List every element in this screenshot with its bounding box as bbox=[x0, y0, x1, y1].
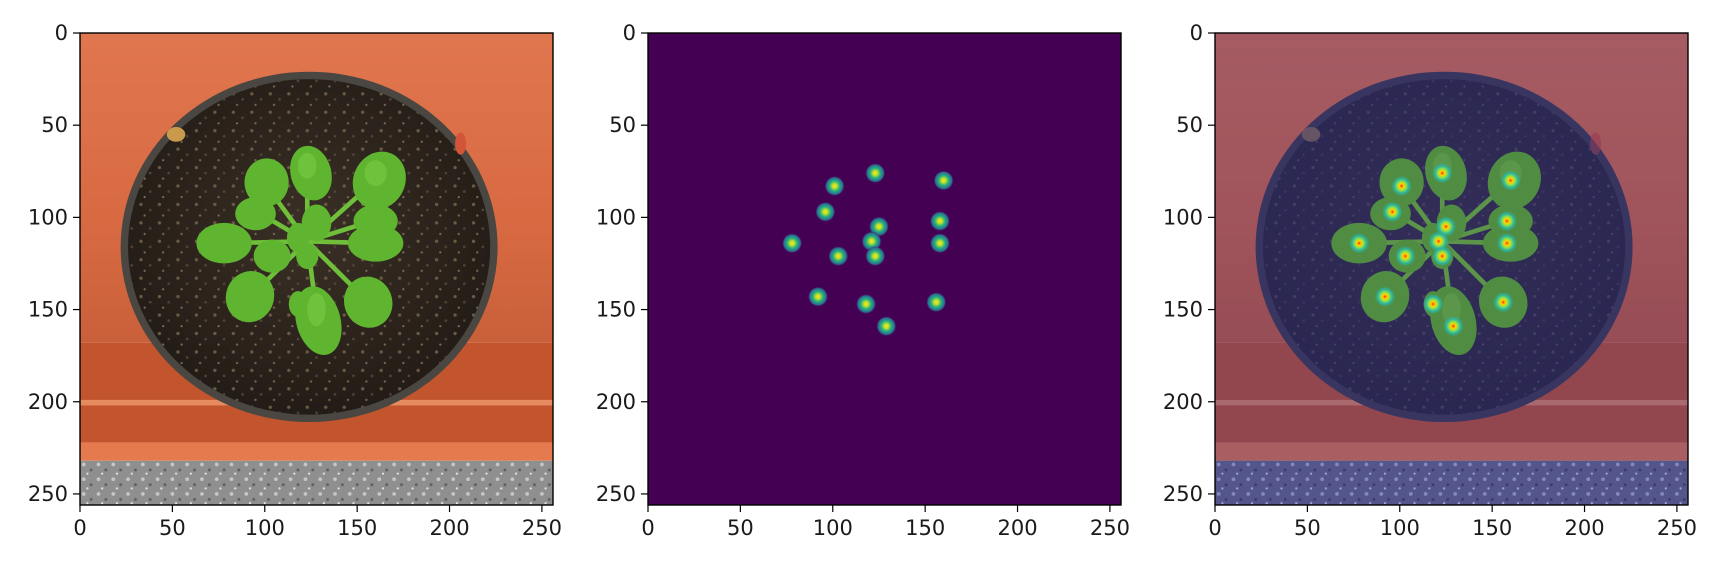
y-tick-label: 200 bbox=[28, 390, 68, 414]
y-tick-label: 0 bbox=[1190, 21, 1203, 45]
x-tick-label: 150 bbox=[905, 516, 945, 540]
y-tick-label: 250 bbox=[1163, 482, 1203, 506]
y-tick-label: 100 bbox=[28, 205, 68, 229]
overlay-point bbox=[1374, 286, 1396, 307]
heatmap-point bbox=[824, 175, 845, 197]
overlay-point bbox=[1432, 162, 1453, 184]
y-tick-label: 200 bbox=[1163, 390, 1203, 414]
rgb-photo-image bbox=[80, 33, 553, 505]
x-tick-label: 100 bbox=[245, 516, 285, 540]
heatmap-point bbox=[855, 293, 877, 315]
y-tick-label: 50 bbox=[1176, 113, 1203, 137]
heatmap-frame bbox=[647, 32, 1122, 506]
heatmap-point bbox=[781, 233, 803, 254]
heatmap-image bbox=[781, 162, 954, 337]
y-tick-label: 150 bbox=[596, 298, 636, 322]
x-tick-label: 200 bbox=[997, 516, 1037, 540]
x-tick-label: 0 bbox=[1208, 516, 1221, 540]
rgb-photo-frame bbox=[79, 32, 554, 506]
y-tick-label: 100 bbox=[1163, 205, 1203, 229]
heatmap-point bbox=[929, 210, 951, 232]
overlay-point bbox=[1395, 245, 1416, 267]
x-tick-label: 250 bbox=[1657, 516, 1697, 540]
overlay-point bbox=[1422, 293, 1444, 315]
overlay-point bbox=[1500, 170, 1521, 191]
x-tick-label: 100 bbox=[1380, 516, 1420, 540]
x-tick-label: 0 bbox=[641, 516, 654, 540]
x-tick-label: 50 bbox=[1294, 516, 1321, 540]
overlay-point bbox=[1493, 292, 1514, 313]
y-tick-label: 0 bbox=[623, 21, 636, 45]
heatmap-point bbox=[926, 292, 947, 313]
heatmap-point bbox=[828, 245, 849, 267]
heatmap-background bbox=[648, 33, 1121, 505]
x-tick-label: 200 bbox=[429, 516, 469, 540]
y-tick-label: 50 bbox=[41, 113, 68, 137]
x-tick-label: 150 bbox=[337, 516, 377, 540]
heatmap-point bbox=[865, 162, 886, 184]
y-tick-label: 200 bbox=[596, 390, 636, 414]
y-tick-label: 0 bbox=[55, 21, 68, 45]
x-tick-label: 200 bbox=[1564, 516, 1604, 540]
heatmap-point bbox=[933, 170, 954, 191]
overlay-frame bbox=[1214, 32, 1689, 506]
heatmap-point bbox=[929, 233, 951, 254]
heatmap-point bbox=[876, 316, 897, 337]
y-tick-label: 150 bbox=[28, 298, 68, 322]
x-tick-label: 0 bbox=[73, 516, 86, 540]
y-tick-label: 100 bbox=[596, 205, 636, 229]
overlay-point bbox=[1382, 201, 1403, 222]
overlay-point bbox=[1443, 316, 1464, 337]
overlay-point bbox=[1496, 233, 1518, 254]
heatmap-point bbox=[815, 201, 836, 222]
y-tick-label: 150 bbox=[1163, 298, 1203, 322]
x-tick-label: 100 bbox=[813, 516, 853, 540]
x-tick-label: 250 bbox=[1090, 516, 1130, 540]
overlay-point bbox=[1348, 233, 1370, 254]
heatmap-point bbox=[807, 286, 829, 307]
y-tick-label: 250 bbox=[28, 482, 68, 506]
x-tick-label: 50 bbox=[159, 516, 186, 540]
overlay-image bbox=[1215, 33, 1688, 505]
overlay-point bbox=[1432, 245, 1453, 267]
y-tick-label: 250 bbox=[596, 482, 636, 506]
x-tick-label: 250 bbox=[522, 516, 562, 540]
heatmap-point bbox=[865, 245, 886, 267]
y-tick-label: 50 bbox=[609, 113, 636, 137]
x-tick-label: 150 bbox=[1472, 516, 1512, 540]
overlay-point bbox=[1391, 175, 1412, 197]
x-tick-label: 50 bbox=[727, 516, 754, 540]
overlay-point bbox=[1496, 210, 1518, 232]
